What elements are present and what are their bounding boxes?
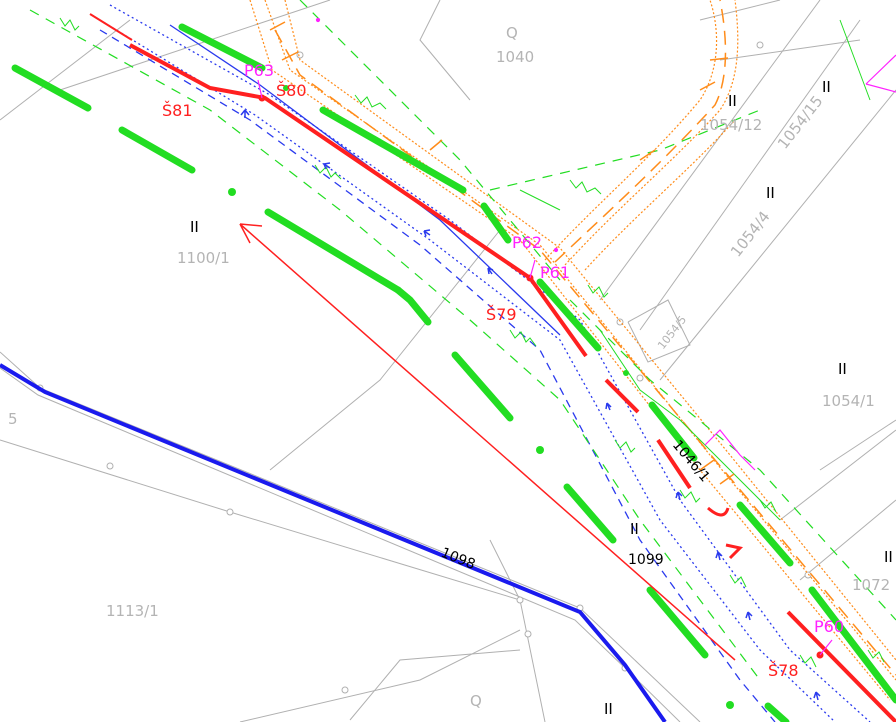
green-thick-dashes	[11, 23, 896, 722]
class-label: Q	[470, 692, 482, 710]
parcel-label: 1040	[496, 48, 534, 66]
magenta-markers	[257, 17, 896, 656]
class-label: II	[838, 360, 847, 378]
class-label: II	[884, 548, 893, 566]
parcel-label: 1113/1	[106, 602, 159, 620]
blue-arrows	[240, 109, 821, 701]
point-label-p60: P60	[814, 617, 844, 636]
parcel-label: 1054/1	[822, 392, 875, 410]
blue-boundary	[0, 363, 667, 722]
point-label-s78: Š78	[768, 661, 799, 680]
blue-road-edges	[99, 4, 871, 722]
green-dots	[228, 85, 734, 709]
class-label: II	[630, 520, 639, 538]
green-thin-lines	[519, 19, 871, 521]
orange-hatches	[269, 21, 735, 485]
class-label: Q	[506, 24, 518, 42]
parcel-label: 1100/1	[177, 249, 230, 267]
class-label: II	[728, 92, 737, 110]
point-label-p63: P63	[244, 61, 274, 80]
orange-dash-centerline	[274, 0, 896, 676]
road-label: 1099	[628, 552, 664, 568]
parcel-label: 5	[8, 410, 18, 428]
green-dashed-lines	[29, 0, 896, 681]
class-label: II	[190, 218, 199, 236]
class-label: II	[766, 184, 775, 202]
point-labels: Š81 Š80 Š79 Š78 P63 P62 P61 P60	[162, 61, 844, 680]
class-label: II	[822, 78, 831, 96]
point-label-s81: Š81	[162, 101, 193, 120]
point-label-s79: Š79	[486, 305, 517, 324]
parcel-label: 1072	[852, 576, 890, 594]
class-labels: II II II II II II II II Q Q	[190, 24, 893, 718]
orange-dotted-edges	[249, 0, 896, 701]
green-squiggles	[59, 17, 885, 668]
parcel-label: 1054/12	[700, 116, 762, 134]
point-label-s80: Š80	[276, 81, 307, 100]
class-label: II	[604, 700, 613, 718]
point-label-p62: P62	[512, 233, 542, 252]
point-label-p61: P61	[540, 263, 570, 282]
